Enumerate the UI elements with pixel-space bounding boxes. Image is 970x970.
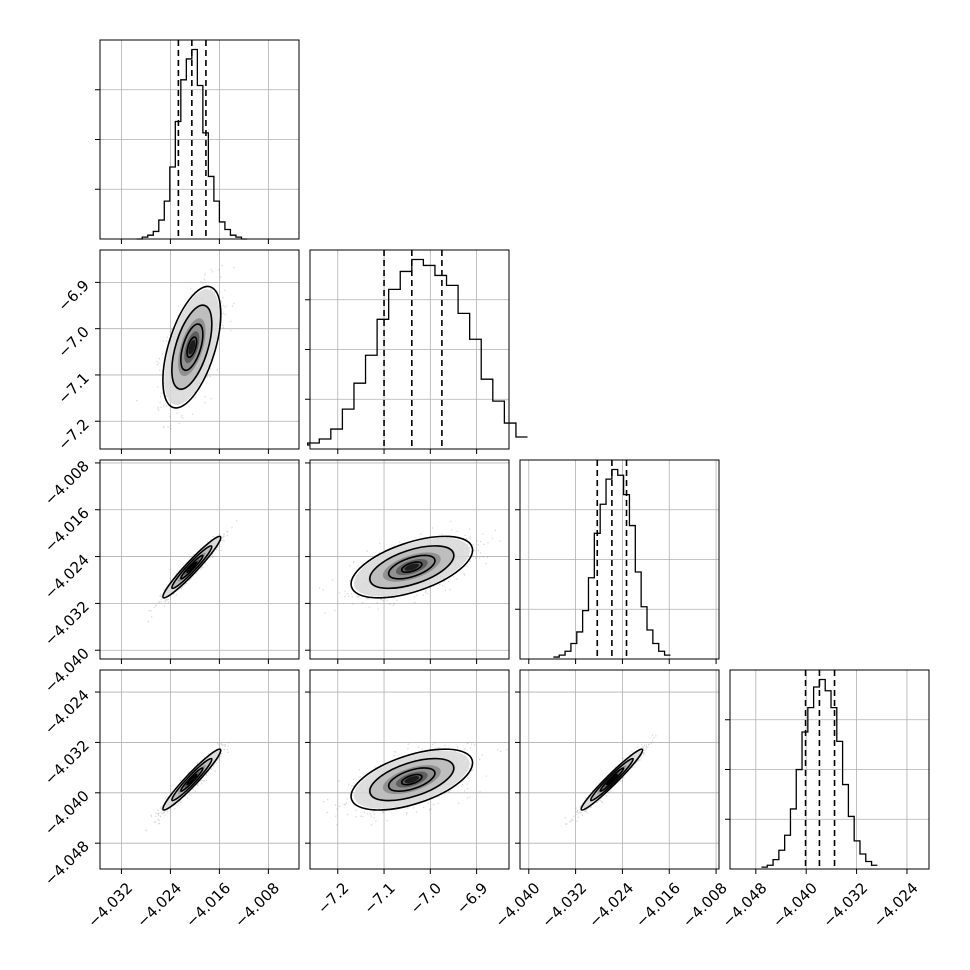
panel-frame [99, 459, 300, 660]
scatter-panel-2-1 [305, 459, 510, 664]
density-level-4 [404, 775, 420, 784]
hist-panel-1 [305, 249, 528, 454]
y-tick-label: −6.9 [54, 276, 92, 314]
contour-1 [171, 757, 213, 802]
contour-1 [171, 304, 213, 390]
y-tick-label: −4.024 [41, 551, 93, 603]
density-level-4 [608, 775, 616, 784]
contour-0 [350, 535, 474, 599]
y-tick-label: −7.2 [54, 415, 92, 453]
density-level-4 [188, 563, 196, 571]
scatter-panel-1-0 [95, 249, 300, 454]
panel-frame [309, 669, 510, 870]
contour-1 [171, 545, 213, 590]
x-tick-label: −4.024 [870, 879, 922, 931]
contour-0 [162, 748, 222, 811]
panel-content [100, 250, 299, 449]
contour-3 [186, 773, 198, 786]
y-tick-label: −4.024 [41, 686, 93, 738]
x-tick-label: −4.032 [84, 879, 136, 931]
x-tick-label: −4.008 [231, 879, 283, 931]
contour-2 [599, 767, 625, 792]
x-tick-label: −4.048 [719, 879, 771, 931]
scatter-panel-2-0 [95, 459, 300, 664]
contour-3 [186, 336, 198, 359]
panel-content [100, 670, 299, 869]
y-tick-label: −7.1 [54, 369, 92, 407]
y-tick-label: −7.0 [54, 323, 92, 361]
x-tick-label: −7.0 [407, 879, 445, 917]
y-tick-label: −4.040 [41, 787, 93, 839]
hist-panel-2 [515, 459, 720, 664]
x-tick-label: −4.032 [538, 879, 590, 931]
x-tick-label: −6.9 [453, 879, 491, 917]
density-level-4 [188, 339, 196, 355]
contour-0 [350, 748, 474, 811]
x-tick-label: −7.2 [314, 879, 352, 917]
contour-1 [369, 757, 455, 802]
contour-3 [186, 561, 198, 574]
hist-panel-3 [725, 669, 930, 874]
panel-content [310, 670, 509, 869]
contour-2 [180, 323, 204, 372]
panel-frame [519, 669, 720, 870]
y-tick-label: −4.008 [41, 457, 93, 509]
contour-2 [387, 554, 436, 580]
panel-content [310, 460, 509, 659]
contour-1 [369, 545, 455, 590]
contour-3 [605, 773, 618, 786]
contour-2 [180, 554, 204, 580]
panel-frame [729, 669, 930, 870]
y-tick-label: −4.032 [41, 737, 93, 789]
panel-frame [99, 669, 300, 870]
contour-2 [180, 767, 204, 792]
panel-content [520, 670, 719, 869]
x-tick-label: −7.1 [360, 879, 398, 917]
density-level-4 [404, 563, 420, 571]
x-tick-label: −4.032 [819, 879, 871, 931]
histogram-1 [307, 258, 528, 446]
x-tick-label: −4.016 [632, 879, 684, 931]
x-tick-label: −4.024 [133, 879, 185, 931]
panel-frame [309, 459, 510, 660]
y-tick-label: −4.040 [41, 644, 93, 696]
x-tick-label: −4.024 [585, 879, 637, 931]
panel-content [100, 460, 299, 659]
contour-0 [580, 748, 644, 811]
panel-frame [99, 39, 300, 240]
x-tick-label: −4.016 [182, 879, 234, 931]
contour-1 [589, 757, 634, 802]
scatter-panel-3-1 [305, 669, 510, 874]
density-level-4 [188, 775, 196, 784]
contour-2 [387, 767, 436, 792]
y-tick-label: −4.016 [41, 504, 93, 556]
scatter-panel-3-2 [515, 669, 720, 874]
contour-0 [162, 535, 222, 599]
contour-3 [400, 773, 423, 786]
y-tick-label: −4.032 [41, 597, 93, 649]
contour-0 [162, 285, 222, 409]
panel-frame [519, 459, 720, 660]
contour-3 [400, 561, 423, 574]
panel-frame [309, 249, 510, 450]
x-tick-label: −4.040 [769, 879, 821, 931]
y-tick-label: −4.048 [41, 837, 93, 889]
hist-panel-0 [95, 39, 300, 244]
scatter-panel-3-0 [95, 669, 300, 874]
panel-frame [99, 249, 300, 450]
x-tick-label: −4.040 [492, 879, 544, 931]
